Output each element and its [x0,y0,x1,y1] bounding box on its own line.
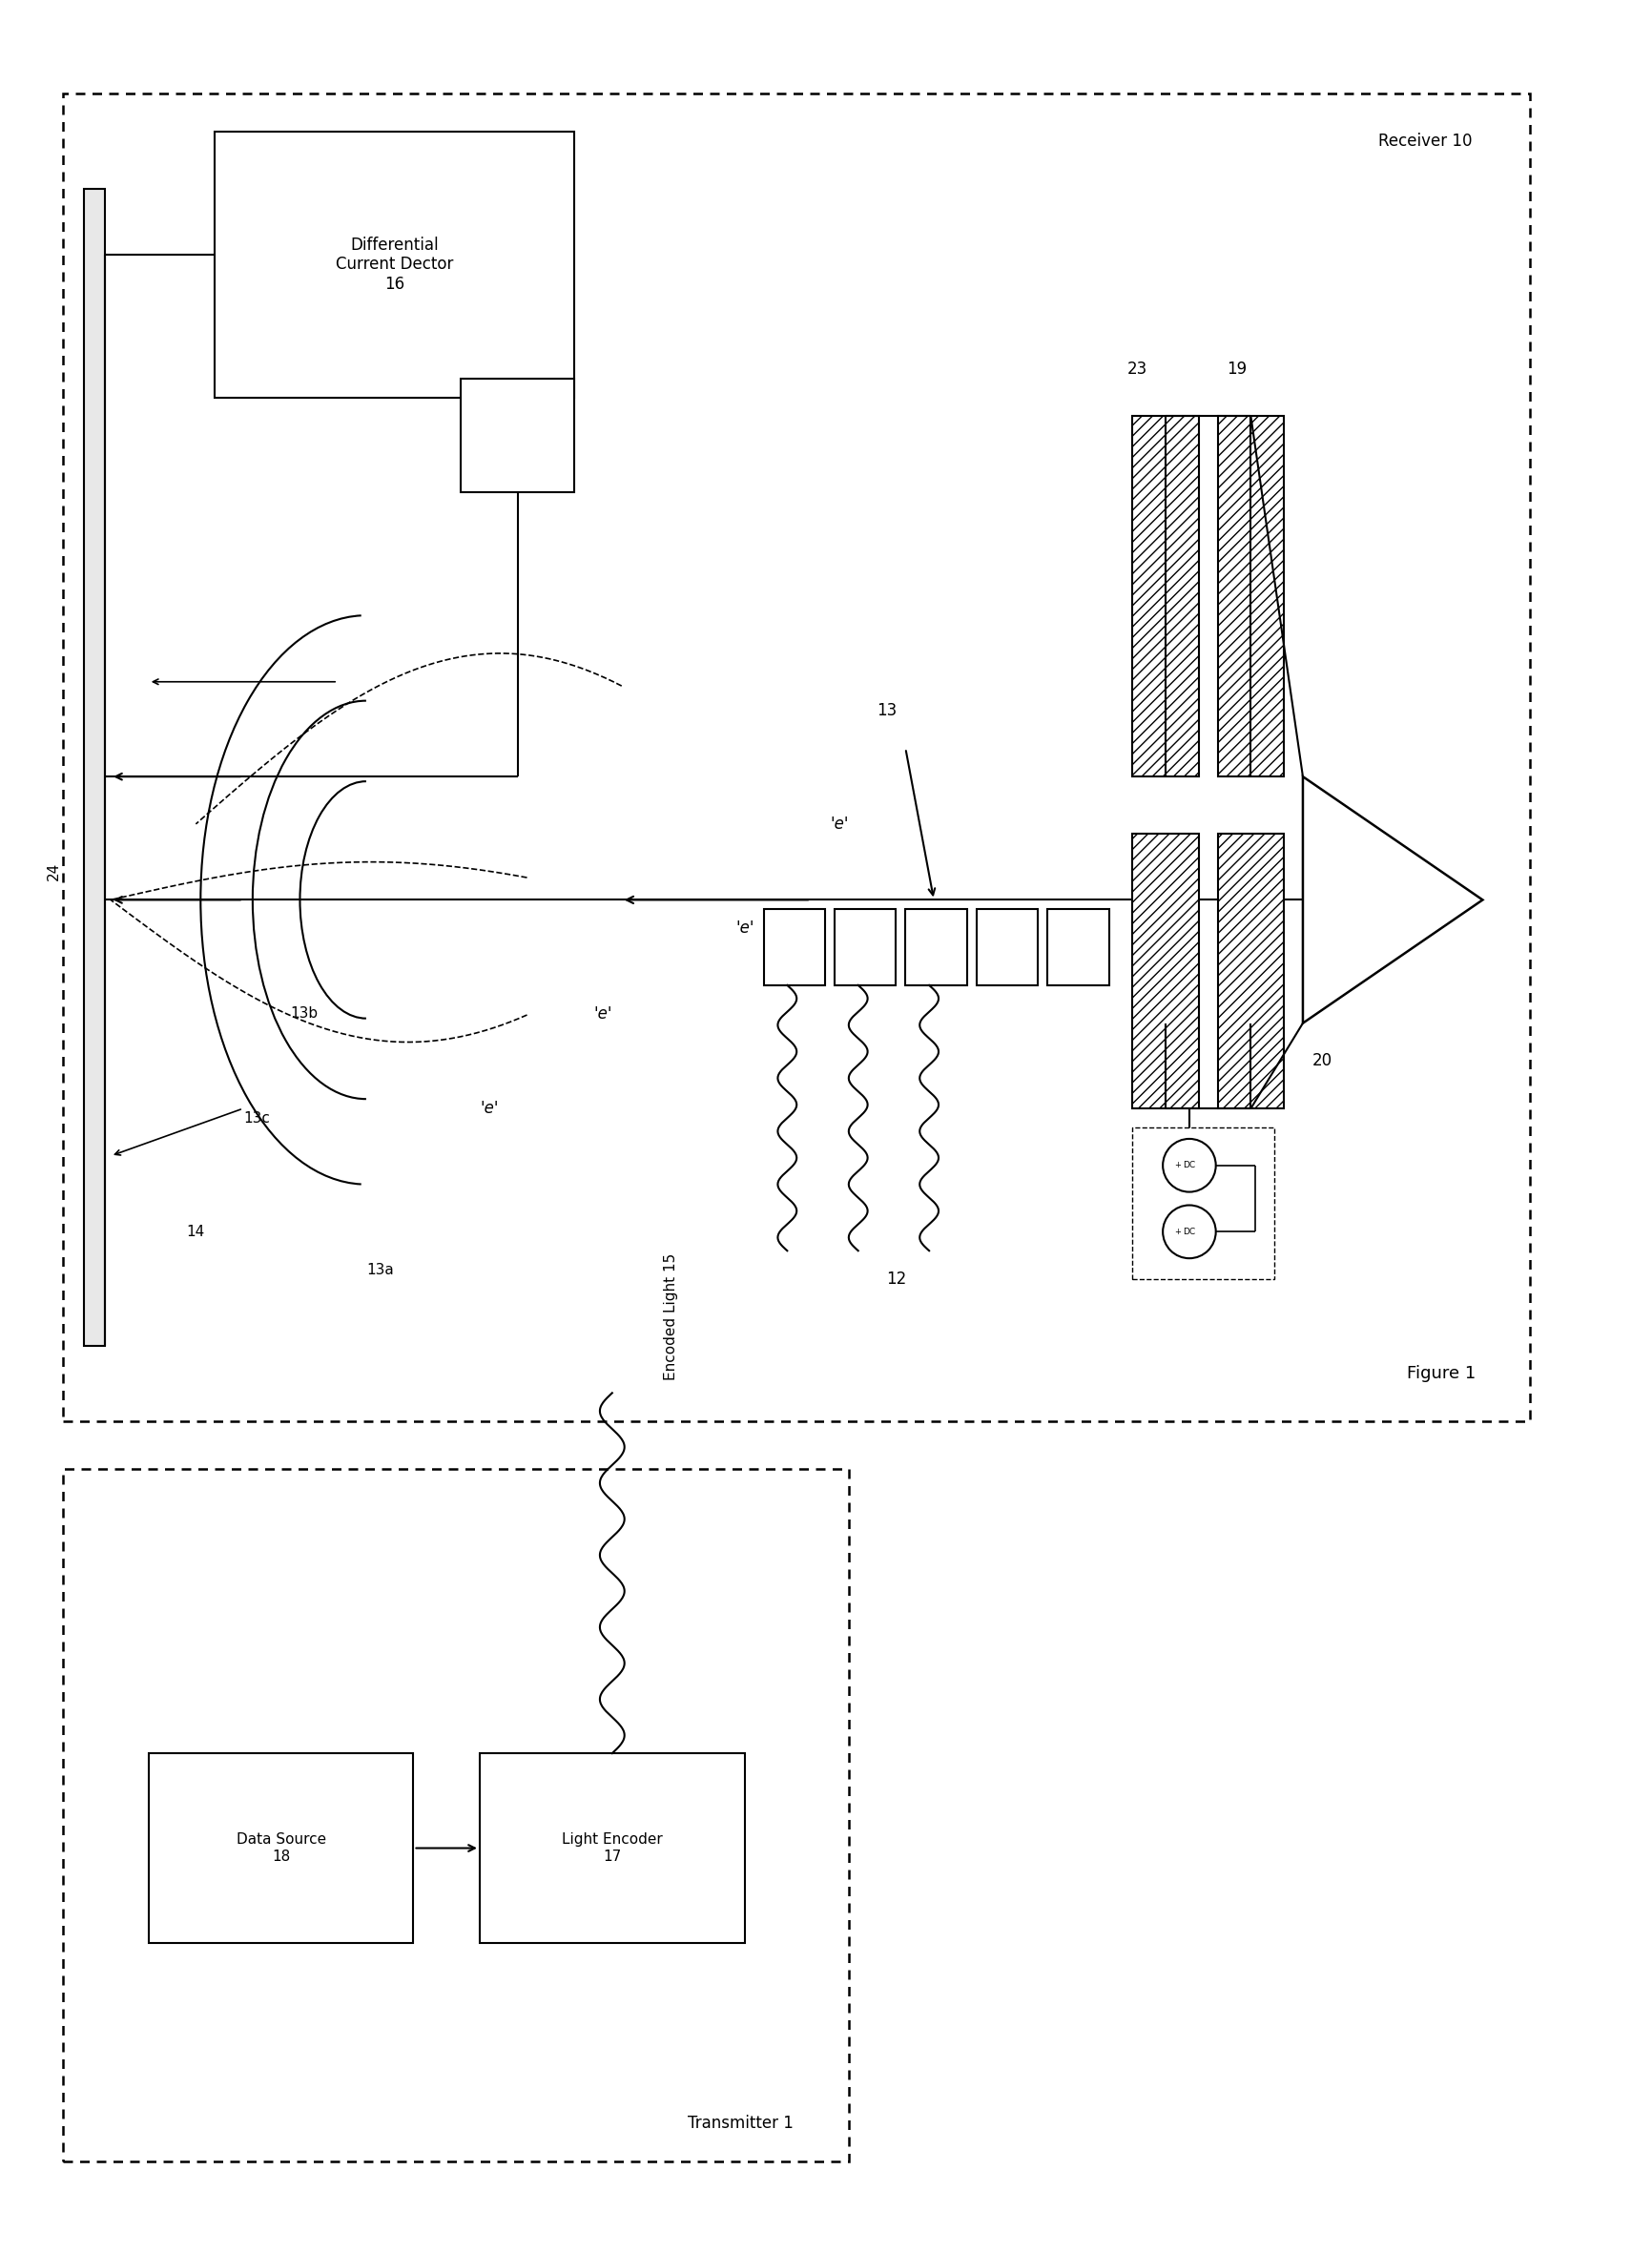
Text: Light Encoder
17: Light Encoder 17 [562,1832,662,1863]
Bar [1133,834,1199,1108]
Bar [1218,417,1284,777]
Text: Encoded Light 15: Encoded Light 15 [664,1253,679,1381]
Circle shape [1163,1138,1216,1192]
Text: 'e': 'e' [593,1005,611,1023]
Text: Differential
Current Dector
16: Differential Current Dector 16 [335,237,453,293]
Bar [84,189,106,1345]
Text: 13: 13 [877,701,897,719]
Bar [149,1753,413,1942]
Text: 23: 23 [1127,360,1148,379]
Text: 'e': 'e' [735,919,753,937]
Text: Figure 1: Figure 1 [1408,1365,1475,1383]
Bar [1133,1126,1274,1280]
Text: DC: DC [1183,1228,1196,1237]
Bar [63,95,1530,1422]
Bar [479,1753,745,1942]
Text: DC: DC [1183,1160,1196,1169]
Text: +: + [1175,1228,1181,1237]
Text: 'e': 'e' [479,1099,499,1117]
Bar [1218,834,1284,1108]
Text: Receiver 10: Receiver 10 [1378,133,1472,151]
Text: 14: 14 [187,1226,205,1239]
Text: 20: 20 [1312,1052,1333,1070]
Text: 24: 24 [46,863,61,881]
Text: Transmitter 1: Transmitter 1 [687,2116,793,2131]
Bar [834,910,895,985]
Circle shape [1163,1205,1216,1259]
Text: 12: 12 [885,1271,907,1289]
Text: 'e': 'e' [829,816,849,834]
Text: Data Source
18: Data Source 18 [236,1832,325,1863]
Bar [763,910,824,985]
Text: +: + [1175,1160,1181,1169]
Bar [1047,910,1108,985]
Bar [461,379,575,491]
Text: 13b: 13b [291,1007,319,1021]
Text: 19: 19 [1226,360,1247,379]
Bar [215,131,575,397]
Bar [905,910,966,985]
Text: 13a: 13a [367,1262,393,1277]
Text: 13c: 13c [243,1111,269,1124]
Bar [1133,417,1199,777]
Bar [63,1469,849,2161]
Bar [976,910,1037,985]
